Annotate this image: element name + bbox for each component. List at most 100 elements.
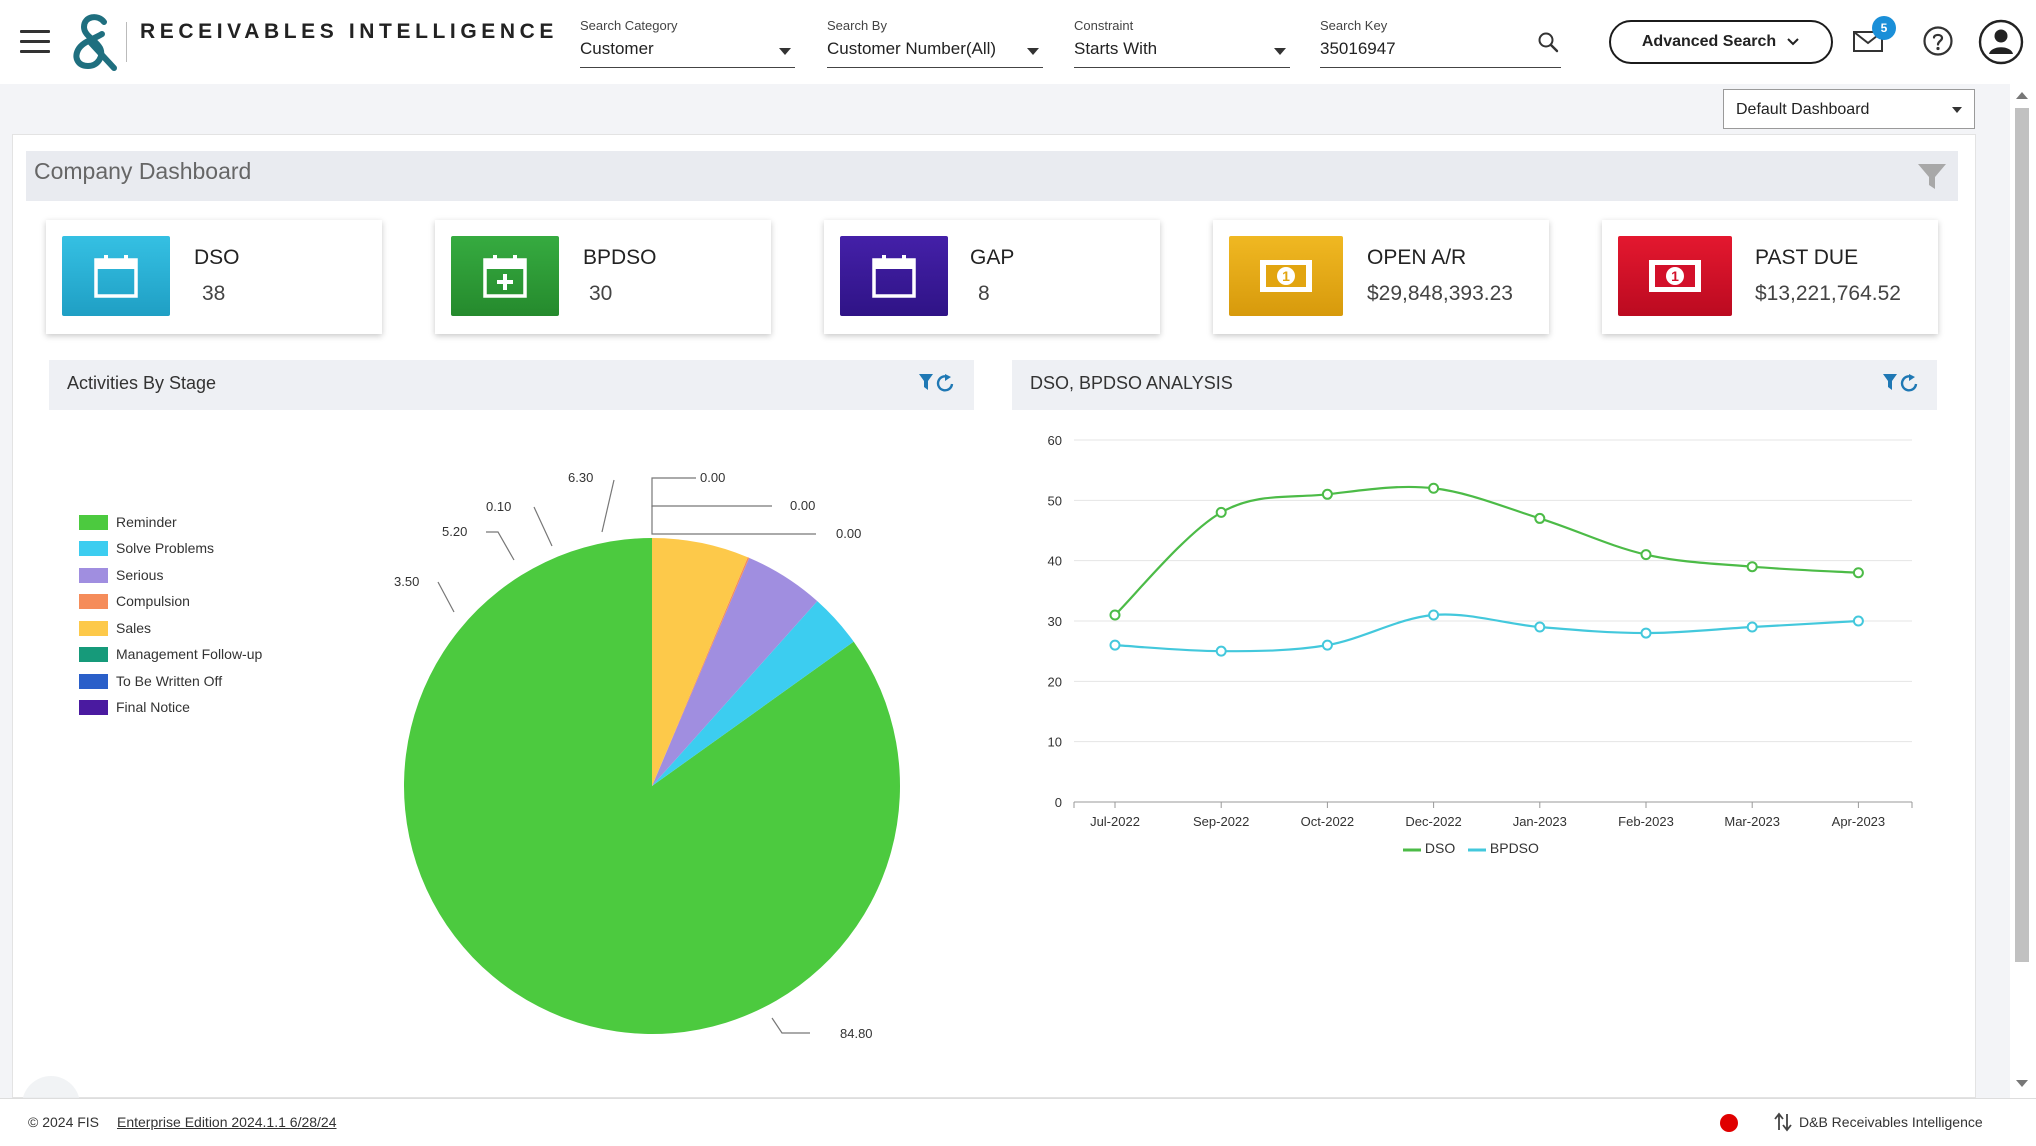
- kpi-card-bpdso[interactable]: BPDSO 30: [435, 220, 771, 334]
- kpi-title: DSO: [194, 246, 240, 269]
- pie-leader-line: [651, 477, 696, 507]
- legend-label: Sales: [116, 620, 152, 636]
- caret-down-icon: [1274, 48, 1286, 55]
- legend-label: Solve Problems: [116, 540, 215, 556]
- mail-count-badge: 5: [1872, 16, 1896, 40]
- data-point[interactable]: [1321, 488, 1333, 500]
- kpi-icon-box: [451, 236, 559, 316]
- data-point[interactable]: [1215, 506, 1227, 518]
- series-line-dso: [1114, 485, 1859, 616]
- legend-swatch: [79, 621, 108, 636]
- caret-down-icon: [779, 48, 791, 55]
- kpi-card-gap[interactable]: GAP 8: [824, 220, 1160, 334]
- legend-swatch: [79, 674, 108, 689]
- legend-line-swatch: [1468, 848, 1486, 852]
- advanced-search-label: Advanced Search: [1641, 33, 1777, 50]
- legend-label: Reminder: [116, 514, 177, 530]
- search-key-label: Search Key: [1320, 18, 1388, 33]
- kpi-icon-box: [62, 236, 170, 316]
- x-tick-label: Sep-2022: [1193, 814, 1249, 829]
- filter-icon: [919, 374, 933, 390]
- account-icon[interactable]: [1978, 19, 2024, 65]
- dashboard-select[interactable]: Default Dashboard: [1723, 89, 1975, 129]
- x-tick-label: Feb-2023: [1618, 814, 1674, 829]
- help-icon[interactable]: [1922, 25, 1954, 57]
- y-tick-label: 40: [1048, 554, 1062, 569]
- pie-value-label: 0.10: [486, 499, 511, 514]
- data-point[interactable]: [1109, 639, 1121, 651]
- data-point[interactable]: [1746, 621, 1758, 633]
- y-tick-label: 30: [1048, 614, 1062, 629]
- legend-label: Final Notice: [116, 699, 190, 715]
- scroll-down-arrow-icon[interactable]: [2016, 1080, 2028, 1087]
- scroll-up-arrow-icon[interactable]: [2016, 92, 2028, 99]
- filter-icon: [1883, 374, 1897, 390]
- y-tick-label: 10: [1048, 735, 1062, 750]
- data-point[interactable]: [1109, 609, 1121, 621]
- legend-swatch: [79, 700, 108, 715]
- data-point[interactable]: [1215, 645, 1227, 657]
- legend-label: DSO: [1424, 840, 1456, 856]
- pie-slice[interactable]: [652, 557, 750, 786]
- data-point[interactable]: [1640, 549, 1652, 561]
- footer-edition-link[interactable]: Enterprise Edition 2024.1.1 6/28/24: [117, 1114, 337, 1130]
- kpi-card-dso[interactable]: DSO 38: [46, 220, 382, 334]
- data-point[interactable]: [1428, 482, 1440, 494]
- constraint-select[interactable]: Constraint Starts With: [1074, 16, 1290, 68]
- search-by-select[interactable]: Search By Customer Number(All): [827, 16, 1043, 68]
- x-tick-label: Mar-2023: [1724, 814, 1780, 829]
- data-point[interactable]: [1321, 639, 1333, 651]
- kpi-card-past-due[interactable]: 1 PAST DUE $13,221,764.52: [1602, 220, 1938, 334]
- constraint-label: Constraint: [1074, 18, 1134, 33]
- kpi-value: $13,221,764.52: [1755, 282, 1901, 305]
- legend-label: Management Follow-up: [116, 646, 263, 662]
- search-icon[interactable]: [1537, 31, 1559, 53]
- pie-slice[interactable]: [652, 601, 854, 786]
- dso-line-chart: 0 10 20 30 40 50 60 Jul-2022 Sep-2022 Oct-2022 Dec…: [1048, 433, 1913, 829]
- y-tick-label: 60: [1048, 433, 1062, 448]
- caret-down-icon: [1027, 48, 1039, 55]
- data-point[interactable]: [1534, 621, 1546, 633]
- kpi-value: 8: [978, 282, 990, 305]
- calendar-plus-icon: [483, 255, 527, 298]
- pie-slice[interactable]: [652, 557, 818, 786]
- legend-label: To Be Written Off: [116, 673, 223, 689]
- data-point[interactable]: [1534, 512, 1546, 524]
- money-icon: 1: [1649, 260, 1701, 292]
- data-point[interactable]: [1852, 615, 1864, 627]
- scrollbar-thumb[interactable]: [2015, 108, 2029, 962]
- search-key-input[interactable]: Search Key 35016947: [1320, 16, 1561, 68]
- legend-label: Serious: [116, 567, 164, 583]
- search-category-select[interactable]: Search Category Customer: [580, 16, 795, 68]
- pie-leader-line: [533, 506, 553, 547]
- filter-funnel-icon[interactable]: [1916, 160, 1948, 192]
- pie-slice[interactable]: [652, 538, 748, 786]
- kpi-title: GAP: [970, 246, 1015, 269]
- footer-copyright: © 2024 FIS: [28, 1114, 100, 1130]
- pie-leader-line: [601, 479, 615, 533]
- calendar-icon: [872, 255, 916, 298]
- money-icon: 1: [1260, 260, 1312, 292]
- pie-value-label: 0.00: [836, 526, 861, 541]
- footer: © 2024 FIS Enterprise Edition 2024.1.1 6…: [0, 1098, 2036, 1146]
- advanced-search-button[interactable]: Advanced Search: [1609, 20, 1833, 64]
- data-point[interactable]: [1746, 561, 1758, 573]
- kpi-value: 30: [589, 282, 613, 305]
- line-legend-bpdso[interactable]: BPDSO: [1468, 840, 1539, 856]
- filter-refresh-icons[interactable]: [1882, 372, 1922, 394]
- pie-value-label: 6.30: [568, 470, 593, 485]
- data-point[interactable]: [1428, 609, 1440, 621]
- data-point[interactable]: [1852, 567, 1864, 579]
- constraint-value: Starts With: [1074, 39, 1158, 58]
- pie-leader-line: [437, 581, 455, 613]
- pie-value-label: 5.20: [442, 524, 467, 539]
- legend-swatch: [79, 515, 108, 530]
- x-tick-label: Dec-2022: [1405, 814, 1461, 829]
- menu-icon[interactable]: [20, 30, 50, 56]
- data-point[interactable]: [1640, 627, 1652, 639]
- filter-refresh-icons[interactable]: [918, 372, 958, 394]
- legend-swatch: [79, 541, 108, 556]
- kpi-card-open-ar[interactable]: 1 OPEN A/R $29,848,393.23: [1213, 220, 1549, 334]
- panel-title: Company Dashboard: [34, 158, 252, 184]
- line-legend-dso[interactable]: DSO: [1403, 840, 1455, 856]
